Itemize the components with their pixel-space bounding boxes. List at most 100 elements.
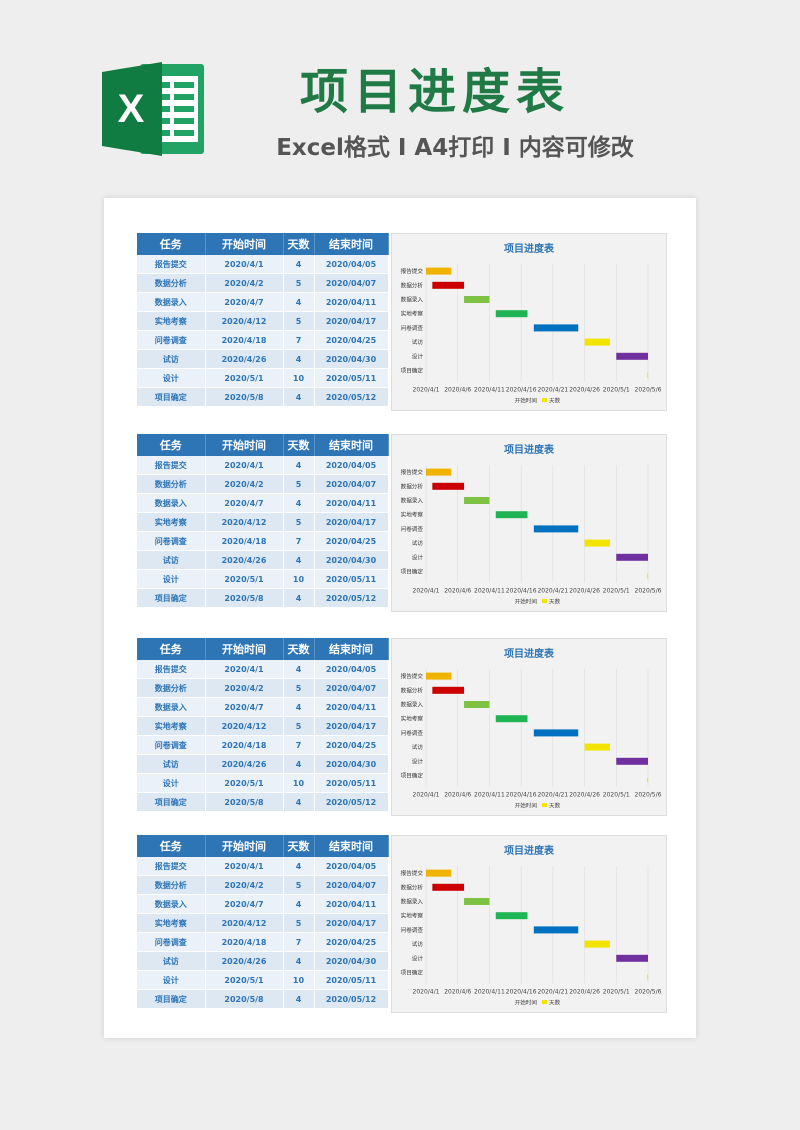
table-cell: 10: [283, 773, 315, 793]
table-cell: 4: [283, 989, 315, 1009]
table-cell: 报告提交: [137, 857, 206, 876]
table-cell: 2020/4/7: [205, 894, 284, 914]
table-cell: 数据录入: [137, 493, 206, 513]
document-page: 任务 开始时间 天数 结束时间 报告提交 2020/4/1 4 2020/04/05 数据分析 2…: [104, 198, 696, 1038]
gantt-bar: [432, 686, 465, 694]
table-cell: 4: [283, 754, 315, 774]
table-cell: 4: [283, 292, 315, 312]
table-cell: 2020/4/18: [205, 531, 284, 551]
table-cell: 2020/5/8: [205, 792, 284, 812]
table-cell: 10: [283, 368, 315, 388]
schedule-table: 任务 开始时间 天数 结束时间 报告提交 2020/4/1 4 2020/04/05 数据分析 2…: [137, 638, 389, 812]
gantt-bar: [432, 482, 465, 490]
table-cell: 2020/04/05: [314, 255, 389, 274]
table-row: 项目确定 2020/5/8 4 2020/05/12: [137, 989, 389, 1009]
table-cell: 4: [283, 255, 315, 274]
table-cell: 2020/05/11: [314, 970, 389, 990]
table-cell: 2020/4/12: [205, 913, 284, 933]
table-cell: 2020/4/1: [205, 255, 284, 274]
y-category-label: 数据分析: [401, 281, 424, 289]
table-cell: 4: [283, 456, 315, 475]
x-tick-label: 2020/4/21: [537, 588, 568, 595]
table-row: 实地考察 2020/4/12 5 2020/04/17: [137, 913, 389, 933]
table-cell: 2020/05/11: [314, 569, 389, 589]
table-row: 数据分析 2020/4/2 5 2020/04/07: [137, 678, 389, 698]
table-cell: 项目确定: [137, 792, 206, 812]
table-cell: 数据分析: [137, 273, 206, 293]
table-cell: 2020/4/1: [205, 857, 284, 876]
table-cell: 2020/04/05: [314, 456, 389, 475]
table-row: 问卷调查 2020/4/18 7 2020/04/25: [137, 330, 389, 350]
gantt-bar: [616, 352, 648, 360]
y-category-label: 报告提交: [401, 267, 424, 275]
table-cell: 5: [283, 311, 315, 331]
table-cell: 5: [283, 273, 315, 293]
table-header-cell: 天数: [283, 233, 315, 255]
table-row: 报告提交 2020/4/1 4 2020/04/05: [137, 456, 389, 475]
gantt-bar: [533, 324, 579, 332]
table-cell: 试访: [137, 349, 206, 369]
table-cell: 4: [283, 951, 315, 971]
gantt-bar: [464, 898, 490, 905]
table-header-cell: 任务: [137, 835, 206, 857]
table-row: 问卷调查 2020/4/18 7 2020/04/25: [137, 735, 389, 755]
page-title: 项目进度表: [299, 64, 570, 120]
y-category-label: 报告提交: [401, 672, 424, 680]
table-cell: 2020/4/7: [205, 292, 284, 312]
schedule-block: 任务 开始时间 天数 结束时间 报告提交 2020/4/1 4 2020/04/05 数据分析 2…: [137, 434, 667, 612]
table-cell: 2020/5/1: [205, 569, 284, 589]
table-cell: 2020/5/1: [205, 970, 284, 990]
gantt-bar: [647, 777, 649, 783]
legend-label: 开始时间: [515, 598, 538, 606]
y-category-label: 试访: [412, 539, 424, 547]
table-row: 项目确定 2020/5/8 4 2020/05/12: [137, 387, 389, 407]
table-row: 数据录入 2020/4/7 4 2020/04/11: [137, 894, 389, 914]
y-category-label: 数据录入: [401, 701, 424, 709]
y-category-label: 项目确定: [401, 367, 424, 375]
x-tick-label: 2020/4/26: [569, 989, 600, 996]
table-cell: 2020/04/25: [314, 735, 389, 755]
table-row: 试访 2020/4/26 4 2020/04/30: [137, 951, 389, 971]
legend-label: 天数: [549, 397, 561, 405]
table-cell: 2020/05/11: [314, 368, 389, 388]
gantt-bar: [432, 281, 465, 289]
table-cell: 实地考察: [137, 512, 206, 532]
table-cell: 试访: [137, 550, 206, 570]
y-category-label: 项目确定: [401, 969, 424, 977]
table-cell: 2020/04/07: [314, 678, 389, 698]
table-cell: 10: [283, 569, 315, 589]
table-cell: 数据分析: [137, 875, 206, 895]
table-cell: 数据分析: [137, 678, 206, 698]
table-cell: 7: [283, 531, 315, 551]
gantt-bar: [426, 468, 452, 476]
y-category-label: 数据分析: [401, 482, 424, 490]
table-cell: 项目确定: [137, 588, 206, 608]
table-row: 设计 2020/5/1 10 2020/05/11: [137, 569, 389, 589]
gantt-bar: [464, 296, 490, 303]
table-cell: 2020/05/12: [314, 387, 389, 407]
table-cell: 4: [283, 894, 315, 914]
table-header-cell: 开始时间: [205, 835, 284, 857]
table-cell: 2020/04/11: [314, 697, 389, 717]
table-cell: 2020/4/26: [205, 754, 284, 774]
table-cell: 数据录入: [137, 292, 206, 312]
table-cell: 2020/04/30: [314, 550, 389, 570]
table-cell: 2020/4/2: [205, 474, 284, 494]
y-category-label: 实地考察: [401, 511, 424, 519]
x-tick-label: 2020/5/6: [635, 588, 662, 595]
y-category-label: 报告提交: [401, 869, 424, 877]
table-cell: 2020/5/8: [205, 989, 284, 1009]
legend-label: 天数: [549, 802, 561, 810]
table-cell: 试访: [137, 754, 206, 774]
table-cell: 2020/04/07: [314, 875, 389, 895]
svg-text:X: X: [118, 87, 145, 131]
table-cell: 2020/4/26: [205, 550, 284, 570]
gantt-bar: [616, 757, 648, 765]
table-header-cell: 开始时间: [205, 434, 284, 456]
table-cell: 4: [283, 697, 315, 717]
gantt-bar: [464, 497, 490, 504]
y-category-label: 试访: [412, 940, 424, 948]
table-cell: 5: [283, 512, 315, 532]
